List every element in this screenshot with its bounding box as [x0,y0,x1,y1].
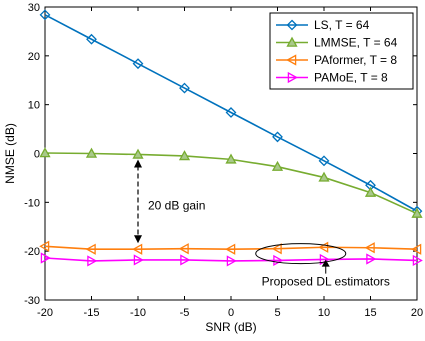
legend-label: LS, T = 64 [314,18,370,32]
gain-annotation: 20 dB gain [148,199,205,213]
data-point [272,131,283,143]
legend-entry: LS, T = 64 [276,18,370,32]
x-tick-label: -10 [130,307,146,319]
data-point [132,148,144,159]
data-point [226,255,237,267]
data-point [85,243,96,255]
data-point [318,155,330,167]
y-tick-label: 10 [28,100,40,112]
data-point [179,82,190,94]
annotations: 20 dB gain Proposed DL estimators [134,159,390,289]
gain-arrowhead-bottom [134,235,142,244]
data-point [40,252,51,264]
data-point [85,147,98,158]
legend: LS, T = 64 LMMSE, T = 64 PAformer, T = 8 PA… [269,12,414,90]
gain-arrowhead-top [134,159,142,168]
y-tick-label: -20 [24,246,40,258]
data-point [133,254,144,266]
proposed-estimators-annotation: Proposed DL estimators [262,275,390,289]
data-point [132,243,143,255]
data-point [411,243,422,255]
data-point [132,58,144,70]
data-point [411,207,423,218]
series-1 [39,147,423,218]
x-tick-label: -5 [180,307,190,319]
x-tick-label: 20 [411,307,423,319]
x-tick-label: 0 [228,307,234,319]
data-point [286,36,298,47]
x-axis-label: SNR (dB) [205,320,256,334]
data-point [364,186,377,197]
series-layer [39,9,423,267]
data-point [225,107,237,118]
data-point [39,9,51,21]
data-point [225,153,237,164]
data-point [286,19,298,31]
x-tick-label: 5 [274,307,280,319]
data-point [39,147,51,158]
y-tick-label: 20 [28,51,40,63]
x-tick-label: 15 [364,307,376,319]
x-tick-label: 10 [318,307,330,319]
data-point [286,54,297,66]
data-point [39,240,50,252]
data-point [180,254,191,266]
data-point [178,243,189,255]
legend-label: PAformer, T = 8 [314,53,397,67]
series-3 [40,252,423,267]
data-point [225,243,236,255]
y-tick-label: -10 [24,197,40,209]
series-line [44,14,418,212]
data-point [287,71,298,84]
data-point [86,33,97,45]
legend-entry: PAformer, T = 8 [276,53,397,67]
data-point [318,171,330,182]
y-tick-label: 0 [34,149,40,161]
proposed-estimators-arrowhead [321,259,330,267]
x-tick-label: -15 [84,307,100,319]
legend-entry: PAMoE, T = 8 [276,71,388,85]
y-tick-label: -30 [24,295,40,307]
legend-label: LMMSE, T = 64 [314,36,398,50]
legend-entry: LMMSE, T = 64 [276,36,398,50]
y-tick-label: 30 [28,2,40,14]
series-line [44,257,418,262]
legend-label: PAMoE, T = 8 [314,71,388,85]
data-point [366,253,377,265]
x-tick-label: -20 [37,307,53,319]
data-point [412,254,423,267]
series-2 [39,240,422,255]
data-point [178,150,191,161]
proposed-estimators-ellipse [255,243,347,265]
series-line [44,245,418,251]
data-point [87,255,98,267]
y-axis-label: NMSE (dB) [3,123,17,184]
data-point [364,242,375,254]
data-point [271,243,282,255]
data-point [271,160,284,171]
